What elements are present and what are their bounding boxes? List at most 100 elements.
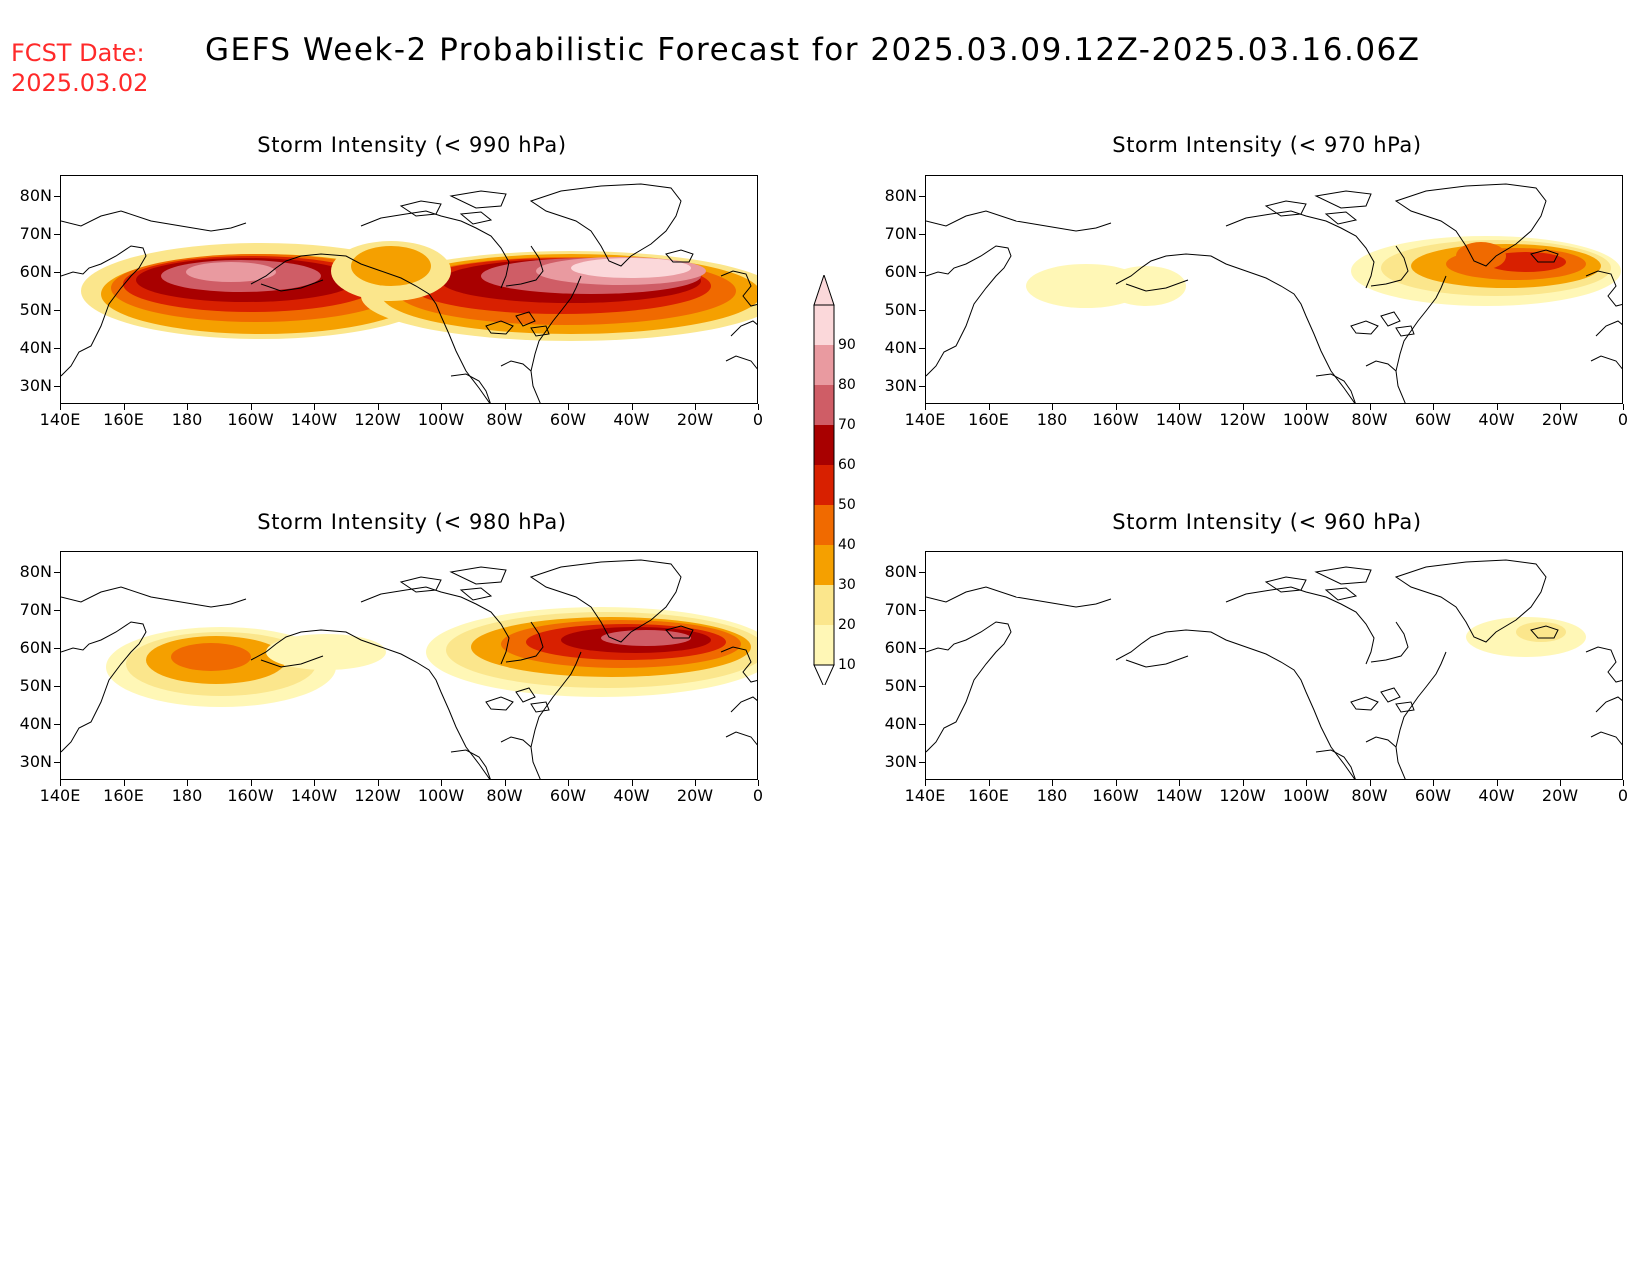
lon-tick xyxy=(1496,780,1498,786)
coastline xyxy=(926,245,1012,377)
lon-tick xyxy=(758,780,759,786)
lon-label: 140E xyxy=(904,786,946,805)
lon-tick xyxy=(1623,404,1624,410)
legend-arrow-bottom xyxy=(813,664,835,685)
lon-label: 140E xyxy=(904,410,946,429)
lat-tick xyxy=(54,648,60,649)
coastline xyxy=(1595,320,1622,337)
lake-outline xyxy=(1380,687,1401,703)
lon-label: 100W xyxy=(417,410,465,429)
lat-label: 70N xyxy=(19,600,52,619)
coastline xyxy=(61,586,247,608)
lat-label: 50N xyxy=(884,300,917,319)
coastline xyxy=(61,621,147,753)
lon-label: 140E xyxy=(39,410,81,429)
lat-tick xyxy=(54,310,60,311)
coastline xyxy=(1590,731,1622,746)
lon-label: 180 xyxy=(1036,410,1068,429)
lat-label: 40N xyxy=(884,714,917,733)
lon-label: 80W xyxy=(1351,410,1388,429)
lake-outline xyxy=(485,696,514,711)
lon-tick xyxy=(1052,404,1053,410)
coastline xyxy=(1394,183,1547,267)
lon-tick xyxy=(504,404,506,410)
legend-level-label: 60 xyxy=(838,457,856,473)
lon-label: 40W xyxy=(1478,786,1515,805)
lon-label: 120W xyxy=(354,786,401,805)
lon-label: 60W xyxy=(549,410,587,429)
legend-arrow-top xyxy=(813,275,835,306)
lat-tick xyxy=(54,386,60,387)
legend-level-label: 20 xyxy=(838,617,856,633)
legend-outline xyxy=(813,304,835,666)
coastline xyxy=(1315,749,1356,779)
lon-tick xyxy=(314,780,315,786)
coastline xyxy=(1264,200,1307,217)
coastline xyxy=(360,586,510,665)
lon-tick xyxy=(250,404,252,410)
probability-contour xyxy=(186,262,276,282)
lake-outline xyxy=(530,325,550,337)
coastline xyxy=(1585,270,1622,307)
coastline xyxy=(500,360,532,372)
legend-level-label: 90 xyxy=(838,337,856,353)
lat-tick xyxy=(54,348,60,349)
lon-label: 180 xyxy=(171,410,203,429)
lon-label: 160W xyxy=(1092,410,1139,429)
lat-tick xyxy=(919,686,925,687)
coastline xyxy=(1395,275,1447,403)
lon-tick xyxy=(568,404,569,410)
legend-swatch xyxy=(814,465,834,505)
coastline xyxy=(1315,373,1356,403)
lat-tick xyxy=(54,610,60,611)
lon-label: 140E xyxy=(39,786,81,805)
lake-outline xyxy=(530,701,550,713)
lon-tick xyxy=(123,780,125,786)
forecast-date-block: FCST Date: 2025.03.02 xyxy=(11,38,148,98)
fcst-date-value: 2025.03.02 xyxy=(11,69,149,97)
lat-label: 80N xyxy=(884,562,917,581)
lon-label: 140W xyxy=(290,410,338,429)
coastline xyxy=(1530,625,1559,639)
coastline xyxy=(61,210,247,232)
legend-swatch xyxy=(814,425,834,465)
coastline xyxy=(399,200,442,217)
coastline xyxy=(61,245,147,377)
lon-label: 20W xyxy=(1541,410,1579,429)
coastline xyxy=(725,731,757,746)
legend-swatch xyxy=(814,345,834,385)
legend-level-label: 30 xyxy=(838,577,856,593)
legend-level-label: 40 xyxy=(838,537,856,553)
lon-tick xyxy=(1242,404,1244,410)
lon-tick xyxy=(925,404,926,410)
lat-label: 40N xyxy=(19,338,52,357)
coastline xyxy=(260,655,324,668)
lon-label: 100W xyxy=(417,786,465,805)
color-scale-bar xyxy=(813,275,835,685)
lat-tick xyxy=(919,572,925,573)
probability-contour xyxy=(351,246,431,286)
coastline xyxy=(1264,576,1307,593)
coastline xyxy=(1595,696,1622,713)
coastline xyxy=(1225,586,1375,665)
lon-label: 20W xyxy=(676,786,714,805)
lat-tick xyxy=(919,310,925,311)
panel-title-960: Storm Intensity (< 960 hPa) xyxy=(1112,510,1422,534)
lon-label: 140W xyxy=(1155,786,1203,805)
probability-contour xyxy=(571,258,691,278)
lat-tick xyxy=(54,724,60,725)
lat-tick xyxy=(54,196,60,197)
coastline xyxy=(725,355,757,370)
coastline xyxy=(1125,279,1189,292)
lat-tick xyxy=(919,348,925,349)
probability-contour xyxy=(171,643,251,671)
lon-label: 100W xyxy=(1282,410,1330,429)
lat-tick xyxy=(919,196,925,197)
lon-tick xyxy=(1306,404,1307,410)
lon-label: 60W xyxy=(1414,786,1452,805)
lon-label: 140W xyxy=(1155,410,1203,429)
coastline xyxy=(926,210,1112,232)
lon-label: 160E xyxy=(968,786,1009,805)
coastline xyxy=(1365,360,1397,372)
coastline xyxy=(1530,249,1559,263)
